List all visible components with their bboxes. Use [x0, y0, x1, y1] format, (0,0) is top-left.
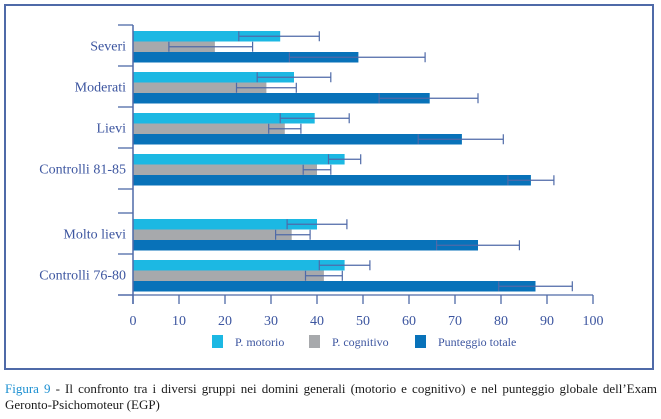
bar-punteggio-totale — [133, 281, 536, 292]
bar-punteggio-totale — [133, 240, 478, 251]
figure-label: Figura 9 — [5, 381, 51, 396]
bar-punteggio-totale — [133, 93, 430, 104]
bar-punteggio-totale — [133, 134, 462, 145]
x-axis-ticks: 0 10 20 30 40 50 60 70 80 90 100 — [130, 295, 604, 329]
bar-p-motorio — [133, 72, 294, 83]
category-label: Controlli 81-85 — [39, 163, 126, 178]
bar-p-cognitivo — [133, 82, 267, 93]
legend-swatch — [212, 335, 223, 348]
error-bars — [168, 31, 573, 292]
legend-label: P. motorio — [235, 335, 284, 349]
x-tick-label: 80 — [494, 314, 508, 329]
bars — [133, 31, 536, 292]
bar-punteggio-totale — [133, 52, 359, 63]
legend-swatch — [415, 335, 426, 348]
x-tick-label: 90 — [540, 314, 554, 329]
caption-text: - Il confronto tra i diversi gruppi nei … — [5, 381, 657, 412]
bar-p-cognitivo — [133, 123, 285, 134]
bar-punteggio-totale — [133, 175, 531, 186]
figure-caption: Figura 9 - Il confronto tra i diversi gr… — [5, 381, 657, 413]
bar-p-cognitivo — [133, 164, 317, 175]
bar-p-motorio — [133, 31, 281, 42]
category-label: Severi — [90, 40, 126, 55]
x-tick-label: 70 — [448, 314, 462, 329]
x-tick-label: 60 — [402, 314, 416, 329]
x-tick-label: 100 — [583, 314, 604, 329]
x-tick-label: 30 — [264, 314, 278, 329]
bar-p-cognitivo — [133, 229, 292, 240]
legend-label: Punteggio totale — [438, 335, 516, 349]
x-tick-label: 40 — [310, 314, 324, 329]
bar-p-cognitivo — [133, 270, 324, 281]
legend-label: P. cognitivo — [332, 335, 389, 349]
x-tick-label: 50 — [356, 314, 370, 329]
category-label: Lievi — [96, 122, 126, 137]
bar-p-motorio — [133, 219, 317, 230]
chart-frame — [4, 4, 654, 370]
category-label: Controlli 76-80 — [39, 269, 126, 284]
legend: P. motorio P. cognitivo Punteggio totale — [212, 335, 516, 349]
bar-p-motorio — [133, 113, 315, 124]
category-ticks — [118, 24, 133, 296]
legend-swatch — [309, 335, 320, 348]
bar-p-motorio — [133, 260, 345, 271]
category-label: Molto lievi — [63, 228, 126, 243]
x-tick-label: 20 — [218, 314, 232, 329]
bar-p-motorio — [133, 154, 345, 165]
category-labels: Severi Moderati Lievi Controlli 81-85 Molto … — [39, 40, 126, 284]
x-tick-label: 0 — [130, 314, 137, 329]
bar-chart: Severi Moderati Lievi Controlli 81-85 Molto … — [39, 24, 604, 349]
x-tick-label: 10 — [172, 314, 186, 329]
category-label: Moderati — [75, 81, 126, 96]
